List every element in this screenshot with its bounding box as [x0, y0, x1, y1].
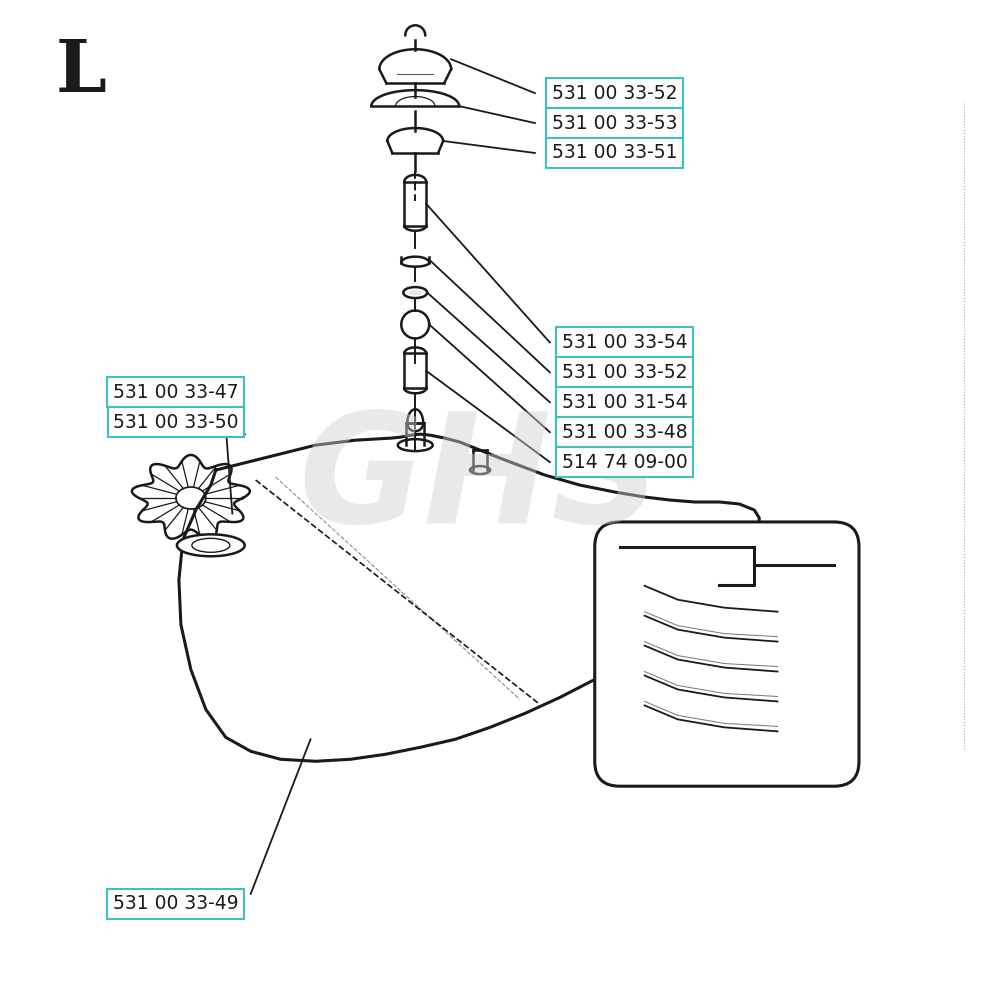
Text: 531 00 33-51: 531 00 33-51 — [552, 143, 677, 162]
Ellipse shape — [177, 534, 245, 556]
Text: 514 74 09-00: 514 74 09-00 — [562, 453, 688, 472]
FancyBboxPatch shape — [595, 522, 859, 786]
Text: 531 00 31-54: 531 00 31-54 — [562, 393, 687, 412]
Text: 531 00 33-47: 531 00 33-47 — [113, 383, 239, 402]
Text: 531 00 33-52: 531 00 33-52 — [552, 84, 677, 103]
Text: 531 00 33-52: 531 00 33-52 — [562, 363, 687, 382]
Text: 7: 7 — [238, 413, 246, 426]
Text: 531 00 33-50: 531 00 33-50 — [113, 413, 239, 432]
Ellipse shape — [409, 290, 422, 296]
Text: 531 00 33-53: 531 00 33-53 — [552, 114, 677, 133]
Text: 531 00 33-48: 531 00 33-48 — [562, 423, 687, 442]
Text: L: L — [56, 36, 107, 107]
Text: GHS: GHS — [298, 406, 662, 555]
Text: 531 00 33-54: 531 00 33-54 — [562, 333, 687, 352]
Text: 531 00 33-49: 531 00 33-49 — [113, 894, 239, 913]
